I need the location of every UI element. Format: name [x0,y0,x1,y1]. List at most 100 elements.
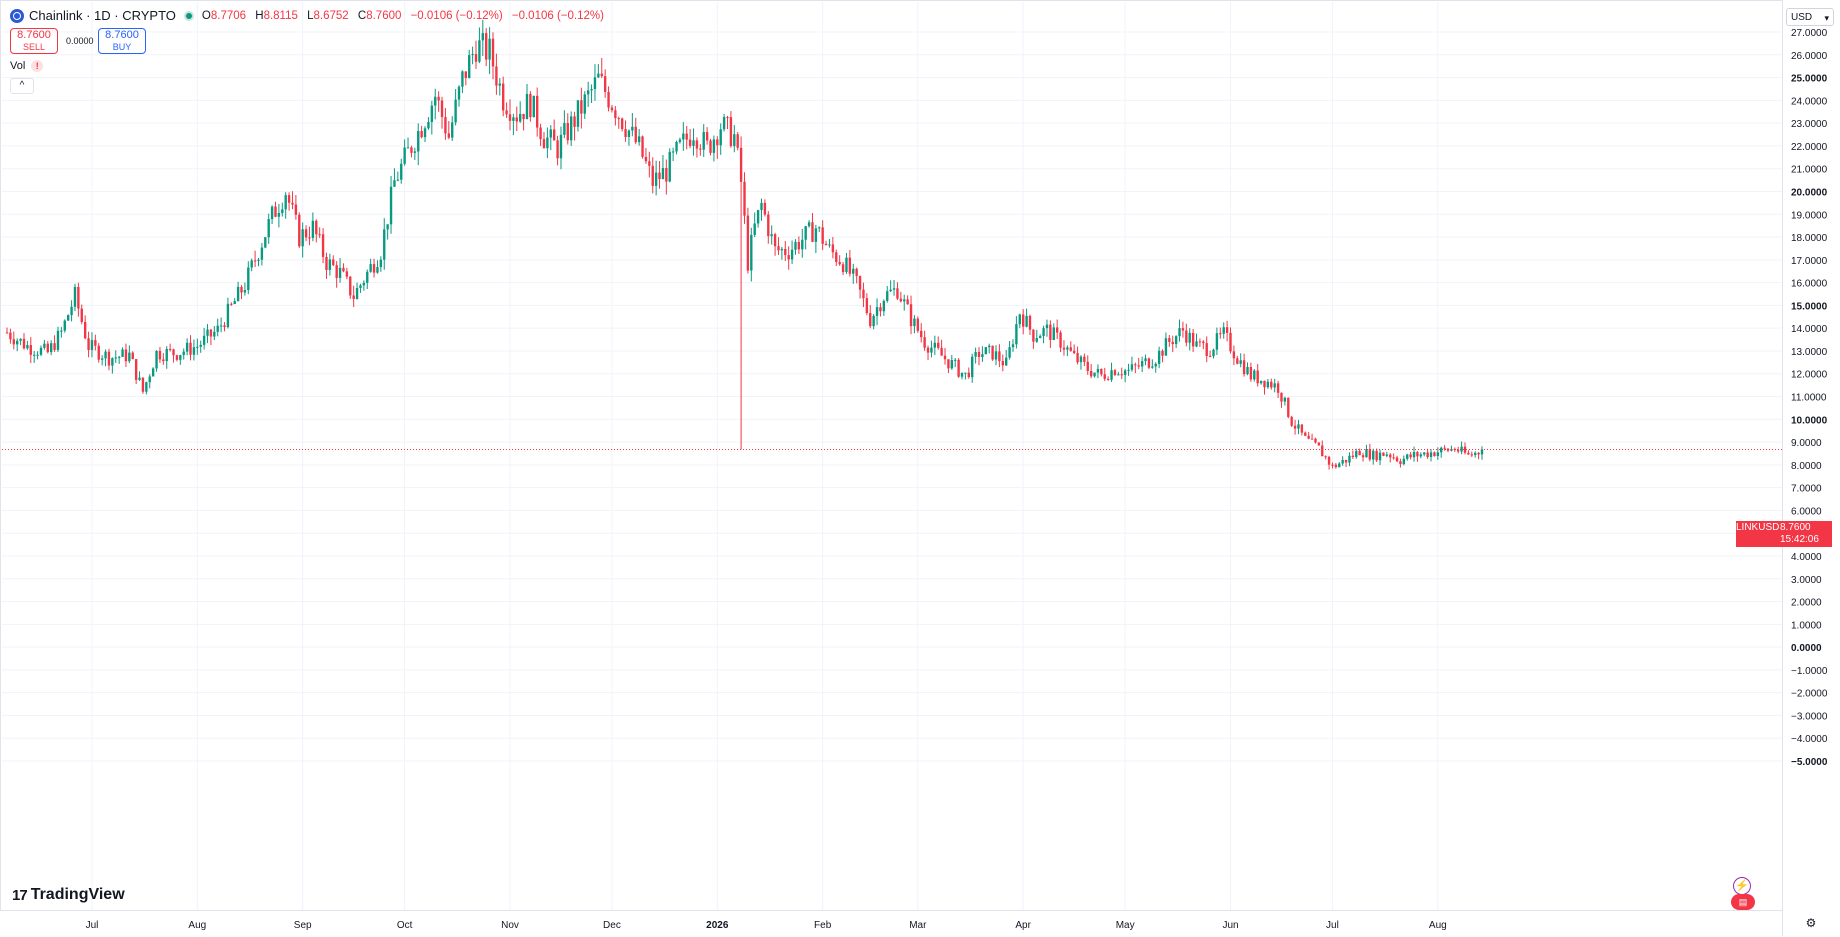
market-status-icon[interactable] [183,10,194,21]
candle-body [230,303,233,305]
candle-body [389,186,393,225]
price-tick-label: 8.0000 [1791,461,1822,472]
candle-body [332,259,335,266]
candle-body [960,372,964,377]
candle-body [875,307,879,316]
candle-body [794,241,797,250]
candle-body [886,291,889,301]
candle-body [376,267,379,273]
candle-body [1307,435,1310,439]
flag-icon[interactable]: ▤ [1731,894,1755,910]
time-tick-label: Feb [814,920,832,931]
candle-body [301,229,304,247]
price-tick-label: −2.0000 [1791,689,1828,700]
candle-body [1280,392,1283,402]
candle-body [281,209,284,214]
candle-body [145,382,148,392]
candle-body [1327,456,1331,465]
candle-body [865,298,869,314]
candle-body [977,351,981,358]
candle-body [1385,454,1389,456]
candle-body [1341,459,1344,464]
candle-body [869,313,872,327]
open-key: O [201,9,211,22]
candle-body [1239,360,1242,364]
lightning-icon[interactable]: ⚡ [1733,877,1751,895]
collapse-indicators-button[interactable]: ^ [10,78,34,94]
warning-icon[interactable]: ! [31,60,44,72]
candle-body [417,131,420,152]
candle-body [372,264,376,273]
high-value: 8.8115 [263,9,298,22]
time-tick-label: Aug [1429,920,1447,931]
price-tag-countdown: 15:42:06 [1780,534,1819,545]
candle-body [563,123,566,135]
candle-body [1276,383,1280,393]
candle-body [192,347,196,355]
candle-body [760,202,763,211]
candle-body [879,307,882,312]
candle-body [1419,454,1423,457]
candle-body [19,338,22,341]
candle-body [1392,457,1395,459]
candle-body [1283,397,1287,402]
price-tick-label: 17.0000 [1791,256,1828,267]
candle-body [631,126,634,131]
price-tick-label: 26.0000 [1791,51,1828,62]
candle-body [209,329,213,337]
candle-body [770,234,773,237]
candle-body [508,114,512,121]
candlestick-chart[interactable] [2,2,1782,910]
candle-body [1059,332,1062,348]
candle-body [104,351,107,359]
time-tick-label: Mar [909,920,927,931]
candle-body [964,372,967,374]
candle-body [1406,454,1409,459]
candle-body [1086,361,1089,371]
low-value: 8.6752 [313,9,349,22]
sell-button[interactable]: 8.7600 SELL [10,28,58,54]
tradingview-mark-icon: 17 [12,886,28,904]
candle-body [831,244,835,253]
candle-body [5,332,9,334]
candle-body [896,288,899,299]
candle-body [206,329,209,336]
candle-body [226,303,230,328]
volume-indicator[interactable]: Vol ! [10,60,44,72]
candle-body [481,33,484,41]
currency-select[interactable]: USD [1786,8,1834,27]
candle-body [1191,332,1195,347]
price-tag-value: 8.7600 [1780,522,1811,533]
tradingview-logo[interactable]: 17 TradingView [12,886,125,904]
time-axis[interactable]: Jul Aug Sep Oct Nov Dec 2026 Feb Mar Apr May Jun Jul… [0,910,1782,937]
candle-body [705,131,709,141]
ohlc-values: O8.7706 H8.8115 L8.6752 C8.7600 −0.0106 … [202,10,610,22]
candle-body [818,227,821,229]
candle-body [1266,381,1270,388]
candle-body [933,342,937,348]
candle-body [420,131,423,138]
buy-button[interactable]: 8.7600 BUY [98,28,146,54]
time-tick-label: Oct [397,920,413,931]
candle-body [311,220,315,238]
candle-body [529,93,532,118]
price-tick-label: 16.0000 [1791,279,1828,290]
price-tick-label: 13.0000 [1791,347,1828,358]
candle-body [722,117,726,130]
candle-body [240,286,243,293]
symbol-title[interactable]: Chainlink · 1D · CRYPTO [29,8,176,23]
candle-body [138,377,141,380]
candle-body [597,73,600,78]
chart-pane[interactable] [2,2,1782,910]
candle-body [648,161,651,166]
candle-body [29,345,32,355]
time-tick-label: Jul [1326,920,1339,931]
price-scale[interactable]: 27.0000 26.0000 25.0000 24.0000 23.0000 22.00… [1782,0,1840,936]
candle-body [111,358,114,366]
candle-body [1025,315,1028,327]
gear-icon[interactable]: ⚙ [1805,916,1817,930]
candle-body [1375,450,1378,461]
candle-body [1270,381,1273,388]
candle-body [1032,329,1035,342]
candle-body [858,276,862,290]
